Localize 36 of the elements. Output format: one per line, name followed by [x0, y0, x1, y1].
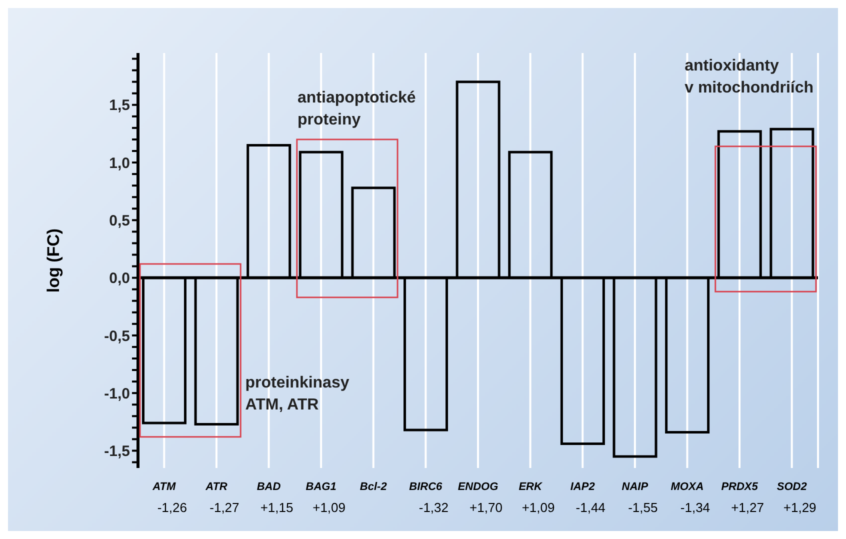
x-tick-label: ERK: [518, 481, 543, 493]
data-label: +1,29: [783, 500, 816, 515]
data-label: -1,55: [628, 500, 658, 515]
y-axis-title: log (FC): [44, 228, 64, 293]
x-tick-label: BAD: [256, 481, 281, 493]
annotation: proteinkinasy ATM, ATR: [245, 374, 350, 414]
data-label: +1,09: [522, 500, 555, 515]
annotation: antiapoptotické proteiny: [298, 90, 416, 129]
annotation: antioxidanty v mitochondriích: [684, 57, 814, 96]
data-label: -1,44: [576, 500, 606, 515]
data-label: +1,70: [470, 500, 502, 515]
x-tick-label: MOXA: [670, 481, 704, 493]
x-tick-label: PRDX5: [721, 481, 759, 493]
x-tick-label: NAIP: [622, 481, 649, 493]
y-tick-label: -0,5: [104, 328, 130, 345]
x-tick-label: ATM: [152, 481, 176, 493]
x-tick-label: BIRC6: [409, 481, 444, 493]
x-tick-label: SOD2: [776, 481, 807, 493]
x-tick-label: BAG1: [306, 481, 336, 493]
data-label: +1,15: [260, 500, 294, 515]
data-label: +1,09: [312, 500, 346, 515]
data-label: -1,32: [418, 500, 449, 515]
data-label: -1,34: [680, 500, 710, 515]
data-label: -1,26: [157, 500, 187, 515]
data-label: -1,27: [210, 500, 240, 515]
x-tick-label: IAP2: [570, 481, 595, 493]
data-label: +1,27: [731, 500, 764, 515]
x-tick-label: Bcl-2: [360, 481, 387, 493]
y-tick-label: 1,5: [109, 97, 130, 114]
x-tick-label: ENDOG: [458, 481, 499, 493]
y-tick-label: -1,5: [104, 443, 130, 460]
y-tick-label: 0,5: [109, 212, 130, 230]
y-tick-label: 1,0: [109, 154, 130, 172]
y-tick-label: -1,0: [104, 385, 130, 402]
x-tick-label: ATR: [204, 481, 228, 493]
y-tick-label: 0,0: [109, 270, 130, 288]
